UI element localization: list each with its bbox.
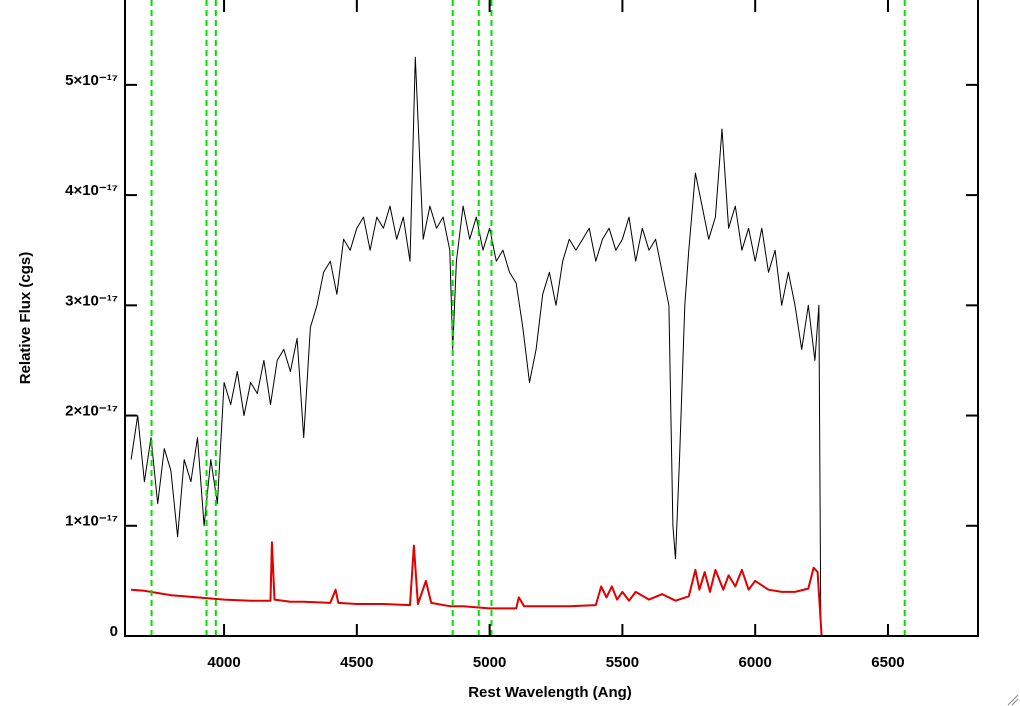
y-tick-label: 2×10⁻¹⁷	[65, 403, 118, 420]
x-tick-label: 6000	[739, 654, 772, 671]
x-axis-label: Rest Wavelength (Ang)	[468, 684, 632, 701]
x-tick-label: 4500	[340, 654, 373, 671]
x-tick-label: 4000	[207, 654, 240, 671]
x-tick-label: 5500	[606, 654, 639, 671]
y-tick-label: 0	[110, 623, 118, 640]
resize-handle	[1007, 694, 1019, 706]
y-tick-label: 1×10⁻¹⁷	[65, 513, 118, 530]
spectrum-line	[130, 56, 822, 626]
y-axis-label: Relative Flux (cgs)	[17, 252, 34, 385]
plot-area	[130, 0, 978, 636]
spectrum-line	[131, 541, 978, 636]
x-tick-label: 6500	[871, 654, 904, 671]
y-tick-label: 4×10⁻¹⁷	[65, 182, 118, 199]
x-tick-label: 5000	[473, 654, 506, 671]
y-tick-label: 3×10⁻¹⁷	[65, 292, 118, 309]
axes-frame	[124, 0, 979, 637]
y-tick-label: 5×10⁻¹⁷	[65, 72, 118, 89]
